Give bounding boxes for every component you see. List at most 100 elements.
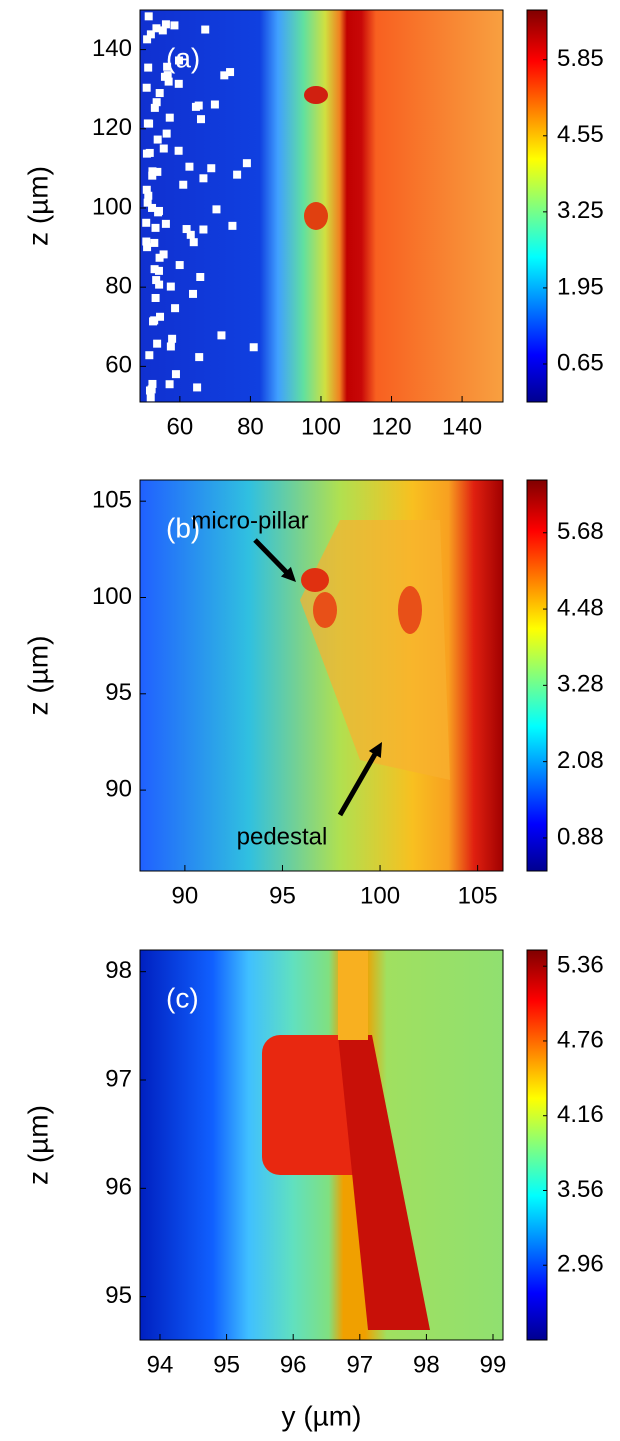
missing-pixel (142, 237, 151, 246)
colorbar-tick-label: 2.96 (557, 1251, 604, 1278)
missing-pixel (153, 339, 162, 348)
colorbar-tick-label: 1.95 (557, 273, 604, 300)
missing-pixel (159, 250, 168, 259)
y-tick-label: 105 (92, 487, 132, 514)
missing-pixel (189, 238, 198, 247)
missing-pixel (151, 223, 160, 232)
missing-pixel (161, 219, 170, 228)
colorbar-tick-label: 3.28 (557, 671, 604, 698)
missing-pixel (207, 164, 216, 173)
colorbar-tick-label: 3.56 (557, 1176, 604, 1203)
missing-pixel (144, 12, 153, 21)
y-tick-label: 100 (92, 583, 132, 610)
missing-pixel (182, 225, 191, 234)
missing-pixel (156, 312, 165, 321)
missing-pixel (159, 144, 168, 153)
missing-pixel (163, 62, 172, 71)
missing-pixel (186, 230, 195, 239)
arrow-head (280, 566, 296, 582)
missing-pixel (143, 35, 152, 44)
missing-pixel (151, 293, 160, 302)
missing-pixel (166, 282, 175, 291)
missing-pixel (171, 304, 180, 313)
missing-pixel (155, 89, 164, 98)
arrow-shaft (337, 749, 380, 817)
missing-pixel (212, 205, 221, 214)
missing-pixel (201, 25, 210, 34)
missing-pixel (143, 119, 152, 128)
y-tick-label: 80 (105, 273, 132, 300)
y-tick-label: 100 (92, 193, 132, 220)
missing-pixel (249, 343, 258, 352)
missing-pixel (175, 261, 184, 270)
heatmap (139, 479, 504, 872)
x-tick-label: 90 (172, 882, 199, 909)
feature (304, 86, 328, 104)
colorbar-tick-label: 4.55 (557, 121, 604, 148)
missing-pixel (152, 98, 161, 107)
missing-pixel (233, 170, 242, 179)
y-axis-label: z (µm) (22, 166, 53, 246)
x-tick-label: 97 (346, 1351, 373, 1378)
missing-pixel (226, 68, 235, 77)
missing-pixel (145, 386, 154, 395)
missing-pixel (220, 71, 229, 80)
colorbar-tick-label: 4.76 (557, 1026, 604, 1053)
y-axis-label: z (µm) (22, 636, 53, 716)
panel-label: (c) (166, 982, 199, 1013)
missing-pixel (185, 162, 194, 171)
missing-pixel (199, 174, 208, 183)
x-tick-label: 100 (301, 413, 341, 440)
missing-pixel (153, 135, 162, 144)
missing-pixel (196, 272, 205, 281)
y-axis-label: z (µm) (22, 1105, 53, 1185)
missing-pixel (150, 238, 159, 247)
missing-pixel (148, 167, 157, 176)
x-tick-label: 96 (280, 1351, 307, 1378)
y-tick-label: 140 (92, 35, 132, 62)
missing-pixel (148, 203, 157, 212)
missing-pixel (217, 331, 226, 340)
missing-pixel (155, 280, 164, 289)
colorbar-tick-label: 4.48 (557, 594, 604, 621)
plot-frame (139, 479, 504, 872)
missing-pixel (155, 253, 164, 262)
heatmap (139, 9, 504, 403)
missing-pixel (175, 56, 184, 65)
colorbar-tick-label: 5.68 (557, 518, 604, 545)
missing-pixel (148, 379, 157, 388)
colorbar-tick-label: 0.65 (557, 349, 604, 376)
x-tick-label: 99 (480, 1351, 507, 1378)
colorbar (526, 479, 548, 872)
missing-pixel (242, 159, 251, 168)
missing-pixel (170, 21, 179, 30)
feature (338, 950, 368, 1040)
missing-pixel (165, 113, 174, 122)
colorbar-tick-label: 4.16 (557, 1101, 604, 1128)
colorbar-tick-label: 3.25 (557, 197, 604, 224)
missing-pixel (163, 71, 172, 80)
x-tick-label: 60 (167, 413, 194, 440)
missing-pixel (228, 221, 237, 230)
missing-pixel (153, 167, 162, 176)
panel-label: (b) (166, 512, 200, 543)
missing-pixel (161, 20, 170, 29)
missing-pixel (142, 83, 151, 92)
colorbar-tick-label: 5.36 (557, 952, 604, 979)
x-tick-label: 105 (458, 882, 498, 909)
missing-pixel (166, 342, 175, 351)
colorbar (526, 949, 548, 1341)
y-tick-label: 98 (105, 957, 132, 984)
missing-pixel (199, 225, 208, 234)
missing-pixel (142, 185, 151, 194)
x-tick-label: 95 (269, 882, 296, 909)
x-tick-label: 98 (413, 1351, 440, 1378)
x-tick-label: 80 (237, 413, 264, 440)
feature (398, 586, 422, 634)
feature (304, 202, 328, 230)
missing-pixel (164, 77, 173, 86)
arrow-shaft (253, 538, 291, 577)
arrow-head (368, 742, 382, 758)
missing-pixel (174, 79, 183, 88)
